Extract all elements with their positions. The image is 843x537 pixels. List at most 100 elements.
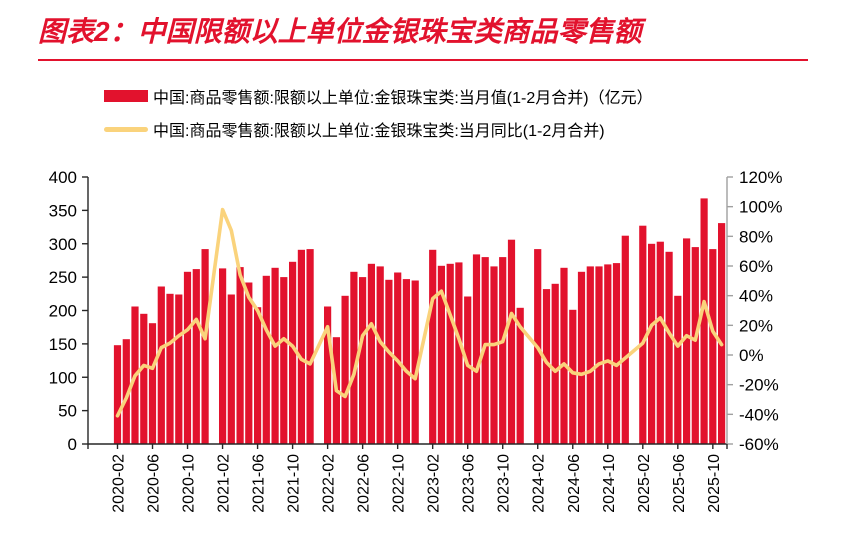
bar-2022-12	[411, 280, 419, 444]
bar-2021-02	[219, 268, 227, 444]
left-tick-label: 250	[49, 268, 77, 287]
right-tick-label: 120%	[739, 168, 782, 187]
right-tick-label: -20%	[739, 376, 779, 395]
x-tick-label: 2021-06	[251, 454, 268, 513]
left-tick-label: 100	[49, 368, 77, 387]
bar-2020-12	[201, 249, 209, 444]
left-tick-label: 50	[58, 402, 77, 421]
bar-2024-11	[612, 263, 621, 444]
x-tick-label: 2020-06	[146, 454, 163, 513]
bar-2023-04	[446, 263, 454, 444]
bar-2024-12	[621, 235, 629, 444]
bar-2023-11	[507, 239, 516, 444]
bar-2023-06	[464, 296, 472, 444]
left-tick-label: 300	[49, 235, 77, 254]
right-tick-label: 80%	[739, 227, 773, 246]
bar-2024-03	[542, 289, 551, 444]
bar-2025-08	[691, 247, 699, 444]
bar-2025-09	[700, 198, 708, 444]
bar-2022-06	[359, 277, 367, 444]
bar-2024-09	[595, 266, 603, 444]
left-tick-label: 350	[49, 201, 77, 220]
x-tick-label: 2022-06	[356, 454, 373, 513]
bar-2025-06	[674, 295, 682, 444]
bar-2023-05	[455, 262, 463, 444]
x-tick-label: 2020-02	[111, 454, 128, 513]
bar-2021-10	[289, 261, 297, 444]
bar-2025-11	[718, 223, 726, 444]
bar-2024-10	[604, 264, 612, 444]
right-tick-label: 40%	[739, 287, 773, 306]
left-tick-label: 150	[49, 335, 77, 354]
bar-2023-03	[437, 265, 445, 444]
legend-line-label: 中国:商品零售额:限额以上单位:金银珠宝类:当月同比(1-2月合并)	[153, 123, 605, 140]
bar-2020-03	[122, 339, 130, 444]
bar-2021-04	[236, 267, 244, 444]
bar-2020-02	[113, 345, 122, 444]
yoy-line	[115, 207, 724, 418]
x-tick-label: 2023-06	[461, 454, 478, 513]
bar-2020-05	[140, 313, 148, 444]
left-tick-label: 200	[49, 302, 77, 321]
legend-item-yoy: 中国:商品零售额:限额以上单位:金银珠宝类:当月同比(1-2月合并)	[104, 117, 653, 141]
chart-svg: 400 350 300 250 200 150 100 50 0 120% 100% 80% 60% 40…	[49, 168, 783, 513]
bar-2021-08	[271, 267, 279, 444]
left-tick-label: 400	[49, 168, 77, 187]
legend-line-swatch	[104, 126, 148, 132]
x-tick-label: 2022-02	[321, 454, 338, 513]
bar-2025-05	[665, 251, 673, 444]
x-tick-label: 2024-10	[601, 454, 618, 513]
bar-2022-07	[367, 263, 375, 444]
legend: 中国:商品零售额:限额以上单位:金银珠宝类:当月值(1-2月合并)（亿元） 中国…	[104, 84, 653, 150]
bar-2021-05	[245, 282, 253, 444]
x-tick-label: 2022-10	[391, 454, 408, 513]
bar-2024-08	[586, 266, 594, 444]
legend-item-value: 中国:商品零售额:限额以上单位:金银珠宝类:当月值(1-2月合并)（亿元）	[104, 84, 653, 108]
chart-title: 图表2：中国限额以上单位金银珠宝类商品零售额	[38, 16, 642, 47]
bar-2025-04	[656, 241, 664, 444]
x-tick-label: 2025-06	[671, 454, 688, 513]
bar-2020-06	[148, 323, 157, 444]
bar-2024-06	[569, 309, 577, 444]
x-tick-label: 2020-10	[181, 454, 198, 513]
bar-2025-02	[639, 225, 647, 444]
bar-2022-05	[350, 271, 358, 444]
right-tick-label: -40%	[739, 405, 779, 424]
bar-2021-12	[306, 249, 314, 444]
x-tick-label: 2023-02	[426, 454, 443, 513]
bar-2023-02	[429, 249, 437, 444]
bar-2020-11	[192, 269, 200, 444]
bar-2025-03	[648, 243, 656, 445]
x-tick-label: 2025-02	[636, 454, 653, 513]
bar-2020-07	[157, 286, 165, 444]
bar-2023-07	[472, 254, 481, 444]
left-tick-label: 0	[68, 435, 77, 454]
bar-2021-11	[297, 249, 305, 444]
bar-2022-09	[385, 279, 393, 444]
bar-2021-09	[280, 277, 288, 444]
legend-bar-label: 中国:商品零售额:限额以上单位:金银珠宝类:当月值(1-2月合并)（亿元）	[153, 90, 653, 107]
bar-2021-03	[227, 294, 235, 444]
bar-2021-06	[254, 307, 262, 444]
x-tick-label: 2021-02	[216, 454, 233, 513]
right-tick-label: 100%	[739, 198, 782, 217]
bar-2024-04	[551, 283, 559, 444]
bar-2022-04	[341, 295, 349, 444]
right-tick-label: 0%	[739, 346, 764, 365]
bar-2023-08	[481, 257, 489, 444]
bar-2020-10	[183, 271, 192, 444]
x-tick-label: 2025-10	[706, 454, 723, 513]
right-tick-label: 60%	[739, 257, 773, 276]
bar-2020-09	[175, 294, 183, 444]
bar-2022-08	[376, 266, 384, 444]
x-tick-label: 2024-02	[531, 454, 548, 513]
bar-2023-09	[490, 266, 498, 444]
right-tick-label: -60%	[739, 435, 779, 454]
x-tick-label: 2021-10	[286, 454, 303, 513]
bar-2024-07	[577, 271, 586, 444]
title-underline	[38, 59, 808, 61]
legend-bar-swatch	[104, 90, 148, 102]
bar-2021-07	[262, 275, 270, 444]
bar-2024-05	[560, 267, 568, 444]
